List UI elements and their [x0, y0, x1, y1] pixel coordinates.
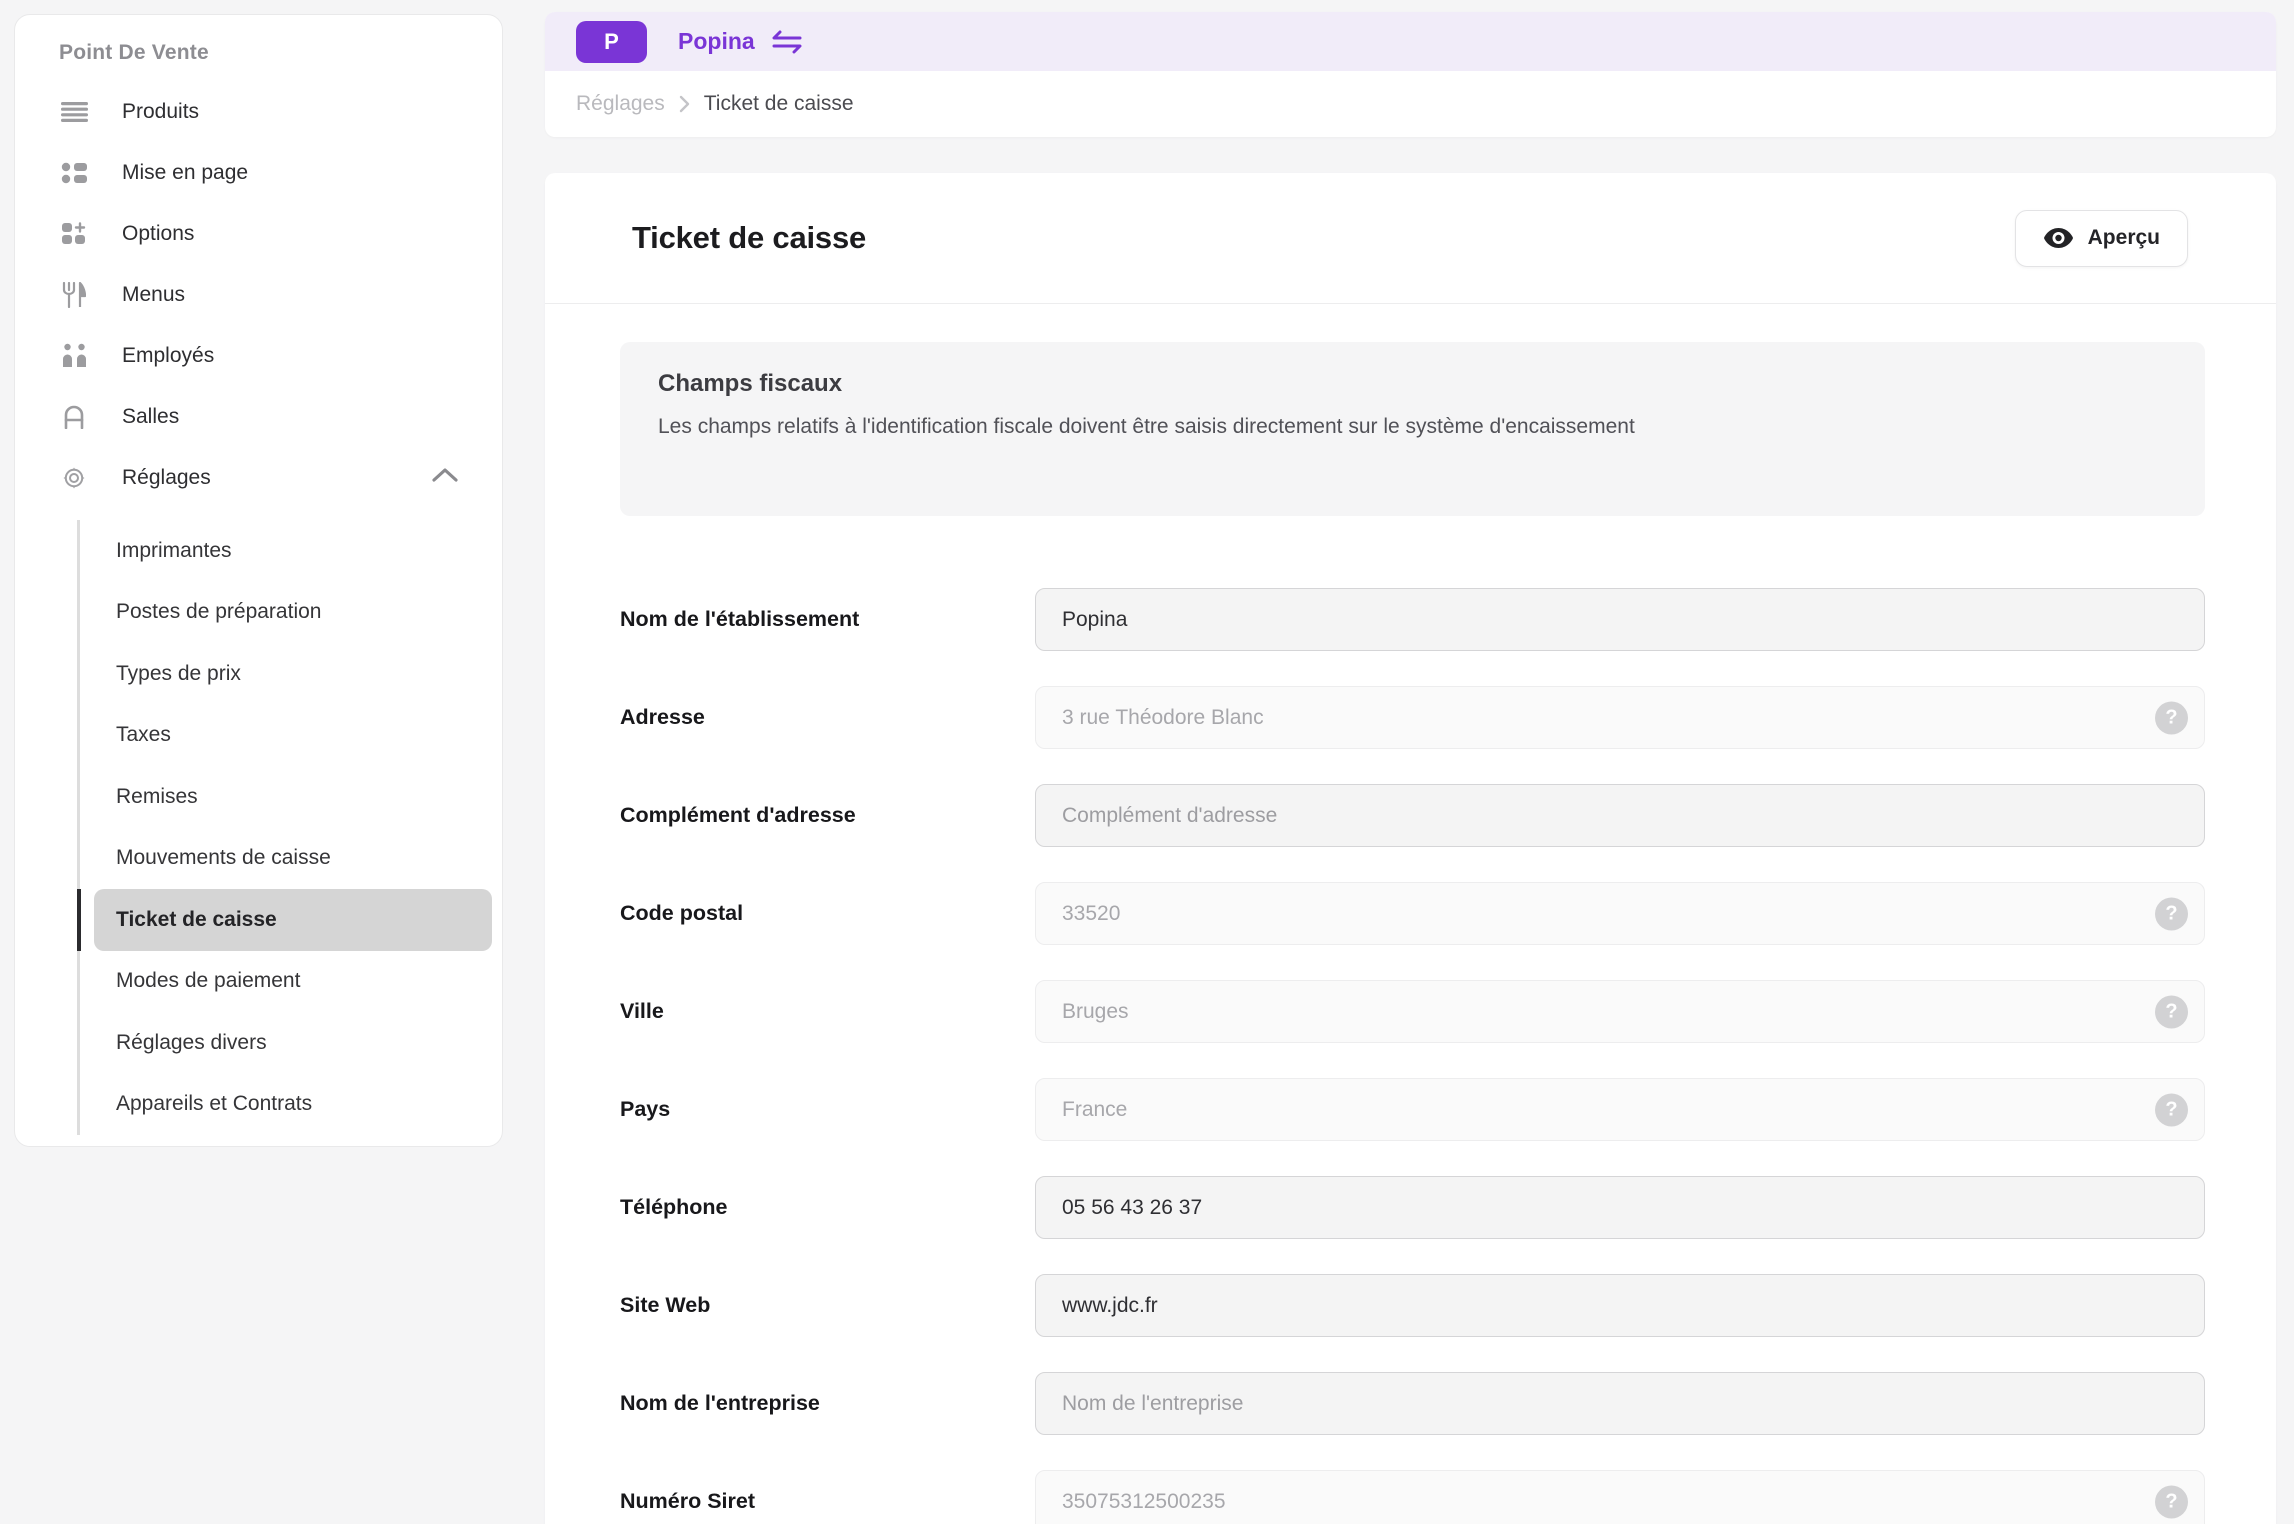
sidebar: Point De Vente Produits Mise en page Opt…	[14, 14, 503, 1147]
fork-knife-icon	[59, 281, 89, 308]
list-icon	[59, 99, 89, 125]
breadcrumb-parent[interactable]: Réglages	[576, 92, 665, 115]
field-label: Numéro Siret	[620, 1489, 756, 1513]
chevron-up-icon[interactable]	[432, 468, 458, 487]
sidebar-subitem[interactable]: Taxes	[116, 723, 171, 747]
field-label: Complément d'adresse	[620, 803, 856, 827]
help-icon[interactable]: ?	[2155, 701, 2188, 734]
input-wrap: ?	[1035, 882, 2205, 945]
field-label: Nom de l'entreprise	[620, 1391, 820, 1415]
help-icon[interactable]: ?	[2155, 1485, 2188, 1518]
breadcrumb: Réglages Ticket de caisse	[545, 71, 2276, 137]
sidebar-item-label: Employés	[122, 343, 215, 367]
input-wrap	[1035, 588, 2205, 651]
account-name[interactable]: Popina	[678, 28, 755, 54]
sidebar-subitem[interactable]: Mouvements de caisse	[116, 846, 331, 870]
preview-button-label: Aperçu	[2087, 226, 2160, 249]
field-row: Ville ?	[620, 980, 2205, 1043]
input-wrap	[1035, 1274, 2205, 1337]
field-label: Pays	[620, 1097, 671, 1121]
input-wrap: ?	[1035, 1078, 2205, 1141]
sidebar-item-label: Menus	[122, 282, 186, 306]
page-title: Ticket de caisse	[632, 220, 867, 255]
input-site-web[interactable]	[1035, 1274, 2205, 1337]
input-wrap: ?	[1035, 980, 2205, 1043]
input-wrap: ?	[1035, 1470, 2205, 1524]
input-numero-siret	[1035, 1470, 2205, 1524]
chair-icon	[59, 404, 89, 430]
sidebar-item-salles[interactable]: Salles	[15, 386, 502, 447]
help-icon[interactable]: ?	[2155, 1093, 2188, 1126]
sidebar-item-label: Mise en page	[122, 160, 249, 184]
people-icon	[59, 343, 89, 369]
field-label: Code postal	[620, 901, 744, 925]
sidebar-subitem[interactable]: Types de prix	[116, 661, 241, 685]
input-code-postal	[1035, 882, 2205, 945]
field-row: Code postal ?	[620, 882, 2205, 945]
sidebar-subitem[interactable]: Réglages divers	[116, 1030, 267, 1054]
form-fields: Nom de l'établissement Adresse ? Complém…	[620, 588, 2205, 1524]
field-label: Ville	[620, 999, 664, 1023]
top-card: P Popina Réglages Ticket de caisse	[545, 12, 2276, 137]
field-row: Pays ?	[620, 1078, 2205, 1141]
sidebar-item-label: Salles	[122, 404, 180, 428]
layout-icon	[59, 160, 89, 186]
brand-bar: P Popina	[545, 12, 2276, 71]
chevron-right-icon	[679, 95, 690, 113]
eye-icon	[2043, 227, 2074, 249]
sidebar-subitem[interactable]: Imprimantes	[116, 538, 232, 562]
input-pays	[1035, 1078, 2205, 1141]
fiscal-info-box: Champs fiscaux Les champs relatifs à l'i…	[620, 342, 2205, 516]
help-icon[interactable]: ?	[2155, 995, 2188, 1028]
settings-submenu: Imprimantes Postes de préparation Types de…	[77, 520, 502, 1135]
help-icon[interactable]: ?	[2155, 897, 2188, 930]
sidebar-subitem[interactable]: Ticket de caisse	[77, 889, 492, 951]
switch-account-icon[interactable]	[771, 30, 803, 54]
sidebar-item-mise-en-page[interactable]: Mise en page	[15, 142, 502, 203]
input-nom-de-l-etablissement[interactable]	[1035, 588, 2205, 651]
account-badge[interactable]: P	[576, 20, 647, 63]
input-nom-de-l-entreprise[interactable]	[1035, 1372, 2205, 1435]
sidebar-subitem[interactable]: Appareils et Contrats	[116, 1092, 313, 1116]
sidebar-subitem[interactable]: Modes de paiement	[116, 969, 301, 993]
field-label: Site Web	[620, 1293, 711, 1317]
input-adresse	[1035, 686, 2205, 749]
field-label: Adresse	[620, 705, 705, 729]
field-row: Complément d'adresse	[620, 784, 2205, 847]
breadcrumb-current: Ticket de caisse	[703, 92, 854, 115]
field-label: Téléphone	[620, 1195, 728, 1219]
sidebar-subitem[interactable]: Remises	[116, 784, 198, 808]
options-grid-icon	[59, 221, 89, 247]
sidebar-item-options[interactable]: Options	[15, 203, 502, 264]
field-row: Nom de l'établissement	[620, 588, 2205, 651]
preview-button[interactable]: Aperçu	[2014, 209, 2188, 267]
sidebar-subitem[interactable]: Postes de préparation	[116, 600, 322, 624]
sidebar-item-produits[interactable]: Produits	[15, 81, 502, 142]
input-wrap	[1035, 1372, 2205, 1435]
sidebar-item-label: Produits	[122, 99, 200, 123]
sidebar-item-label: Options	[122, 221, 195, 245]
sidebar-title: Point De Vente	[59, 41, 209, 64]
sidebar-item-label: Réglages	[122, 465, 211, 489]
field-row: Numéro Siret ?	[620, 1470, 2205, 1524]
input-wrap	[1035, 1176, 2205, 1239]
field-row: Site Web	[620, 1274, 2205, 1337]
field-label: Nom de l'établissement	[620, 607, 860, 631]
info-box-title: Champs fiscaux	[658, 370, 843, 397]
field-row: Adresse ?	[620, 686, 2205, 749]
input-wrap	[1035, 784, 2205, 847]
input-complement-d-adresse[interactable]	[1035, 784, 2205, 847]
info-box-text: Les champs relatifs à l'identification f…	[658, 415, 1635, 438]
main-card: Ticket de caisse Aperçu Champs fiscaux L…	[545, 173, 2276, 1524]
main-header: Ticket de caisse Aperçu	[545, 173, 2276, 304]
field-row: Téléphone	[620, 1176, 2205, 1239]
sidebar-item-employes[interactable]: Employés	[15, 325, 502, 386]
field-row: Nom de l'entreprise	[620, 1372, 2205, 1435]
input-telephone[interactable]	[1035, 1176, 2205, 1239]
input-wrap: ?	[1035, 686, 2205, 749]
input-ville	[1035, 980, 2205, 1043]
sidebar-item-reglages[interactable]: Réglages	[15, 447, 502, 508]
sidebar-item-menus[interactable]: Menus	[15, 264, 502, 325]
gear-icon	[59, 465, 89, 491]
